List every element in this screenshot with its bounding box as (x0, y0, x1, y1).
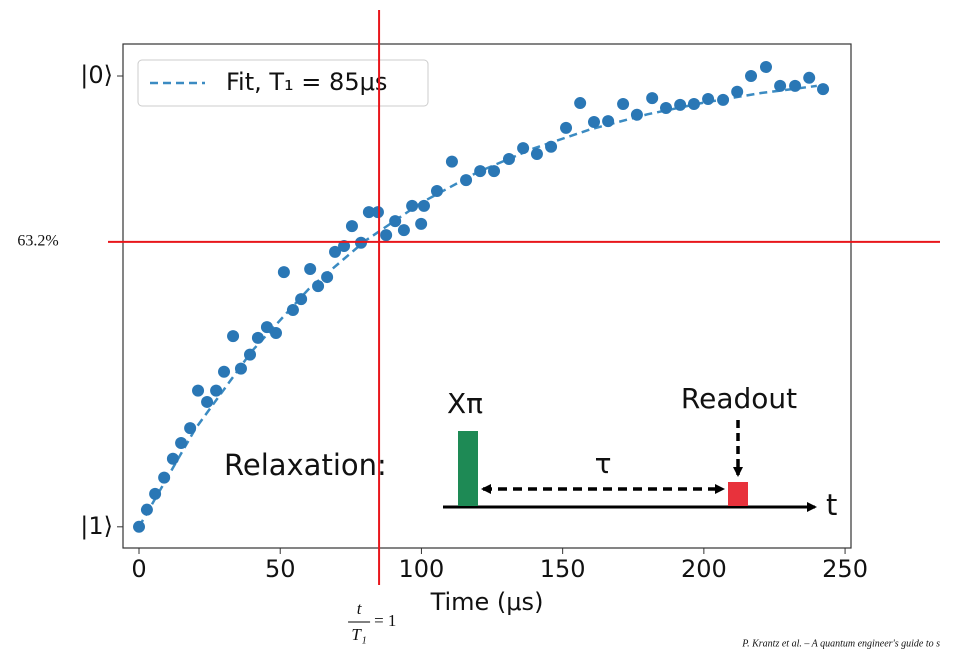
data-point (687, 97, 700, 110)
data-point (184, 422, 197, 435)
data-point (502, 152, 515, 165)
data-point (574, 97, 587, 110)
x-tick-label: 200 (681, 555, 727, 583)
inset-title: Relaxation: (224, 448, 387, 482)
readout-pulse (728, 482, 748, 506)
data-point (269, 326, 282, 339)
plot-frame (122, 43, 852, 549)
data-point (415, 217, 428, 230)
data-point (201, 395, 214, 408)
data-point (260, 321, 273, 334)
data-point (234, 362, 247, 375)
data-point (166, 452, 179, 465)
legend-box (137, 59, 429, 107)
y-tick-label: |1⟩ (80, 512, 113, 540)
data-point (617, 97, 630, 110)
data-point (140, 503, 153, 516)
data-point (338, 239, 351, 252)
data-point (175, 436, 188, 449)
data-point (460, 174, 473, 187)
data-point (277, 266, 290, 279)
data-point (759, 60, 772, 73)
data-point (545, 140, 558, 153)
data-point (218, 365, 231, 378)
data-point (445, 155, 458, 168)
inset: Relaxation: t Xπ τ Readout (224, 382, 837, 522)
data-point (630, 108, 643, 121)
data-point (817, 83, 830, 96)
fraction-rhs: = 1 (374, 611, 396, 630)
data-point (371, 206, 384, 219)
legend: Fit, T₁ = 85μs (137, 59, 429, 107)
data-point (210, 384, 223, 397)
x-axis-label: Time (μs) (430, 588, 544, 616)
data-point (587, 115, 600, 128)
data-point (329, 245, 342, 258)
data-point (397, 224, 410, 237)
data-point (660, 102, 673, 115)
data-point (530, 147, 543, 160)
x-tick-label: 250 (822, 555, 868, 583)
data-point (406, 199, 419, 212)
data-point (803, 71, 816, 84)
data-point (345, 220, 358, 233)
data-point (158, 471, 171, 484)
time-label: t (826, 488, 837, 522)
data-point (517, 142, 530, 155)
x-tick-label: 150 (540, 555, 586, 583)
legend-label: Fit, T₁ = 85μs (226, 68, 387, 96)
data-point (774, 79, 787, 92)
data-point (488, 165, 501, 178)
pi-pulse (458, 431, 478, 506)
data-point (646, 92, 659, 105)
readout-label: Readout (681, 382, 797, 415)
data-point (745, 70, 758, 83)
data-point (380, 229, 393, 242)
x-tick-label: 0 (131, 555, 146, 583)
data-point (227, 330, 240, 343)
data-point (789, 79, 802, 92)
data-point (321, 271, 334, 284)
data-point (602, 115, 615, 128)
data-point (251, 331, 264, 344)
data-point (244, 348, 257, 361)
delay-label: τ (595, 447, 612, 480)
data-point (192, 384, 205, 397)
data-point (717, 93, 730, 106)
data-point (389, 215, 402, 228)
source: P. Krantz et al. – A quantum engineer's … (741, 638, 940, 649)
data-point (133, 520, 146, 533)
data-point (417, 199, 430, 212)
data-point (674, 98, 687, 111)
pulse-label: Xπ (447, 387, 483, 420)
x-tick-label: 50 (265, 555, 296, 583)
data-point (295, 293, 308, 306)
data-point (149, 487, 162, 500)
data-point (560, 121, 573, 134)
data-point (731, 85, 744, 98)
data-point (304, 262, 317, 275)
data-point (312, 280, 325, 293)
fraction-denominator: T₁ (351, 625, 366, 644)
threshold-label: 63.2% (17, 233, 58, 250)
y-tick-label: |0⟩ (80, 61, 113, 89)
data-point (286, 303, 299, 316)
data-point (702, 92, 715, 105)
data-point (362, 206, 375, 219)
data-point (430, 184, 443, 197)
x-tick-label: 100 (399, 555, 445, 583)
data-point (474, 165, 487, 178)
fraction-numerator: t (357, 599, 363, 618)
